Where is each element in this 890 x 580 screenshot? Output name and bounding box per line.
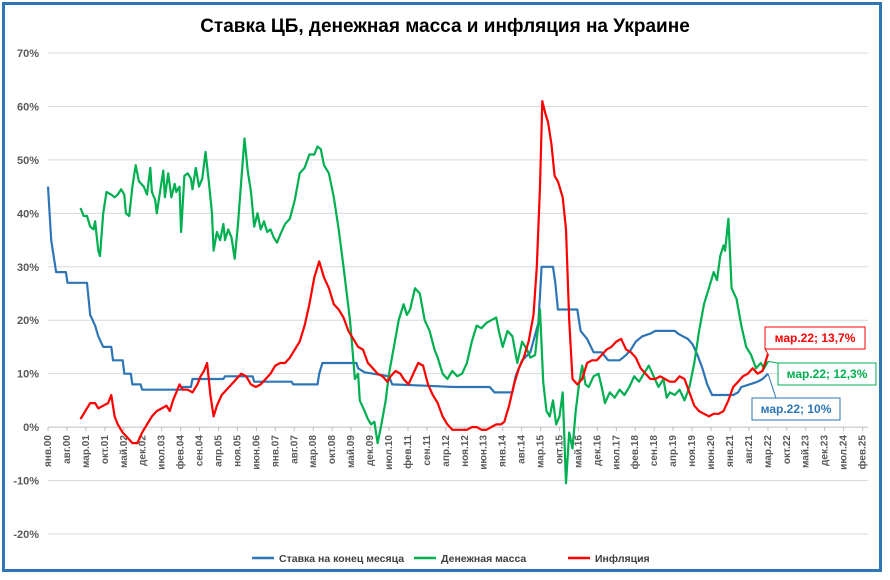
x-tick-label: окт.15 [554, 435, 565, 464]
x-tick-label: май.02 [119, 435, 130, 468]
x-tick-label: фев.25 [857, 435, 869, 470]
x-tick-label: дек.16 [592, 435, 603, 466]
x-tick-label: мар.08 [308, 435, 319, 468]
chart-frame [2, 2, 882, 572]
x-tick-label: ноя.12 [460, 435, 471, 467]
x-tick-label: июн.06 [251, 435, 262, 470]
x-tick-label: май.16 [573, 435, 584, 468]
y-tick-label: 40% [17, 208, 39, 220]
series-line-1 [79, 137, 769, 485]
x-tick-label: авг.07 [289, 435, 300, 464]
x-tick-label: июн.13 [479, 435, 490, 470]
callout-box [751, 397, 841, 421]
series-line-2 [79, 100, 770, 445]
x-tick-label: июл.17 [611, 435, 622, 470]
legend-label: Денежная масса [441, 553, 526, 565]
x-tick-label: мар.15 [536, 435, 547, 468]
x-tick-label: янв.07 [270, 435, 281, 467]
x-axis: янв.00 авг.00 мар.01 окт.01 май.02 дек.02 июл.… [43, 427, 869, 470]
x-tick-label: дек.23 [820, 435, 831, 466]
x-tick-label: июн.20 [706, 435, 717, 470]
y-tick-label: 60% [17, 101, 39, 113]
x-tick-label: окт.01 [100, 435, 111, 464]
x-tick-label: дек.02 [138, 435, 149, 466]
x-tick-label: авг.14 [517, 435, 528, 464]
y-axis: -20% -10% 0% 10% 20% 30% 40% 50% 60% 70% [13, 48, 39, 541]
x-tick-label: мар.01 [81, 435, 92, 468]
x-tick-label: апр.05 [213, 435, 224, 467]
x-tick-label: июл.10 [384, 435, 395, 470]
x-tick-label: ноя.05 [232, 435, 243, 467]
x-tick-label: сен.04 [195, 435, 206, 467]
legend: Ставка на конец месяца Денежная масса Инфл… [252, 553, 650, 565]
y-tick-label: 30% [17, 262, 39, 274]
callout-leader [767, 360, 779, 364]
y-tick-label: 0% [23, 422, 39, 434]
x-tick-label: июл.24 [839, 435, 850, 470]
x-tick-label: апр.19 [668, 435, 679, 467]
callouts: мар.22; 13,7% мар.22; 12,3% мар.22; 10% [751, 326, 877, 421]
callout-label: мар.22; 13,7% [775, 331, 856, 345]
x-tick-label: фев.11 [402, 435, 414, 469]
callout-leader [764, 348, 769, 355]
x-tick-label: янв.00 [43, 435, 54, 467]
y-tick-label: 70% [17, 48, 39, 60]
y-tick-label: 50% [17, 155, 39, 167]
x-tick-label: май.23 [801, 435, 812, 468]
x-tick-label: мар.22 [763, 435, 774, 468]
chart-title: Ставка ЦБ, денежная масса и инфляция на … [200, 16, 690, 37]
x-tick-label: июл.03 [157, 435, 168, 470]
legend-label: Инфляция [595, 553, 650, 565]
callout-label: мар.22; 10% [761, 402, 832, 416]
x-tick-label: фев.18 [629, 435, 641, 470]
legend-label: Ставка на конец месяца [279, 553, 404, 565]
series-line-0 [46, 186, 769, 397]
y-tick-label: -10% [13, 476, 39, 488]
y-tick-label: 10% [17, 369, 39, 381]
x-tick-label: авг.00 [62, 435, 73, 464]
x-tick-label: май.09 [346, 435, 357, 468]
x-tick-label: авг.21 [744, 435, 755, 464]
x-tick-label: янв.14 [498, 435, 509, 467]
y-tick-label: -20% [13, 529, 39, 541]
plot-lines [46, 100, 770, 485]
x-tick-label: фев.04 [175, 435, 187, 470]
x-tick-label: окт.08 [327, 435, 338, 464]
y-tick-label: 20% [17, 315, 39, 327]
callout-leader [767, 373, 777, 399]
x-tick-label: сен.11 [422, 435, 433, 466]
callout-label: мар.22; 12,3% [787, 367, 868, 381]
x-tick-label: апр.12 [441, 435, 452, 467]
x-tick-label: ноя.19 [687, 435, 698, 467]
callout-box [777, 362, 877, 386]
x-tick-label: сен.18 [649, 435, 660, 467]
x-tick-label: окт.22 [782, 435, 793, 464]
x-tick-label: дек.09 [365, 435, 376, 466]
callout-box [764, 326, 866, 350]
x-tick-label: янв.21 [725, 435, 736, 467]
